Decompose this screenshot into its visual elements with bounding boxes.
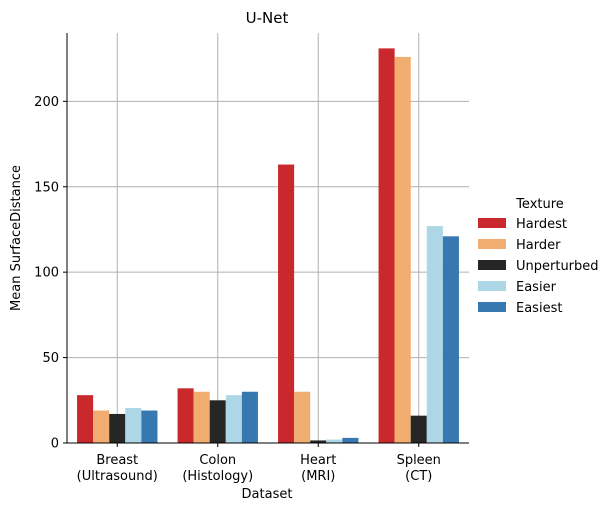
legend-swatch-hardest — [478, 218, 506, 228]
legend-label-unperturbed: Unperturbed — [516, 259, 599, 274]
bar-hardest-2 — [278, 164, 295, 443]
bar-hardest-0 — [77, 395, 94, 443]
bar-hardest-3 — [378, 48, 395, 443]
x-ticks: Breast(Ultrasound)Colon(Histology)Heart(… — [77, 443, 441, 484]
bar-easier-0 — [125, 407, 142, 443]
bar-unperturbed-2 — [310, 440, 327, 443]
bar-easier-2 — [326, 439, 343, 443]
x-tick-label: Spleen — [397, 453, 441, 468]
legend-label-hardest: Hardest — [516, 217, 567, 232]
y-tick-label: 100 — [34, 266, 59, 281]
bar-harder-1 — [193, 391, 210, 443]
bar-easiest-2 — [342, 437, 359, 443]
bar-easiest-0 — [141, 410, 158, 443]
legend-swatch-harder — [478, 239, 506, 249]
bar-harder-3 — [394, 56, 411, 444]
x-tick-label: (CT) — [405, 469, 432, 484]
bar-easier-1 — [225, 395, 242, 443]
x-tick-label: (MRI) — [301, 469, 335, 484]
bar-unperturbed-1 — [209, 400, 226, 443]
y-tick-label: 0 — [51, 437, 59, 452]
legend-label-harder: Harder — [516, 238, 561, 253]
bars — [77, 48, 459, 444]
bar-easier-3 — [426, 226, 443, 443]
legend-label-easiest: Easiest — [516, 301, 562, 316]
chart-title: U-Net — [246, 9, 289, 27]
legend: Texture Hardest Harder Unperturbed Easier Ea… — [478, 197, 599, 316]
x-tick-label: Colon — [199, 453, 236, 468]
bar-easiest-3 — [442, 236, 459, 443]
bar-harder-2 — [294, 391, 311, 443]
y-ticks: 0 50 100 150 200 — [34, 95, 67, 452]
x-tick-label: Heart — [300, 453, 336, 468]
y-axis-label: Mean SurfaceDistance — [9, 165, 24, 311]
y-tick-label: 50 — [42, 351, 59, 366]
x-tick-label: Breast — [96, 453, 138, 468]
legend-swatch-easiest — [478, 302, 506, 312]
bar-unperturbed-3 — [410, 415, 427, 443]
bar-hardest-1 — [177, 388, 194, 443]
x-tick-label: (Histology) — [182, 469, 253, 484]
legend-swatch-easier — [478, 281, 506, 291]
y-tick-label: 150 — [34, 180, 59, 195]
legend-items: Hardest Harder Unperturbed Easier Easiest — [478, 217, 599, 316]
legend-label-easier: Easier — [516, 280, 557, 295]
bar-harder-0 — [93, 410, 110, 443]
grid-lines — [67, 33, 469, 444]
bar-unperturbed-0 — [109, 413, 126, 443]
y-tick-label: 200 — [34, 95, 59, 110]
x-axis-label: Dataset — [242, 487, 293, 502]
x-tick-label: (Ultrasound) — [77, 469, 158, 484]
legend-swatch-unperturbed — [478, 260, 506, 270]
legend-title: Texture — [515, 197, 564, 212]
bar-easiest-1 — [241, 391, 258, 443]
